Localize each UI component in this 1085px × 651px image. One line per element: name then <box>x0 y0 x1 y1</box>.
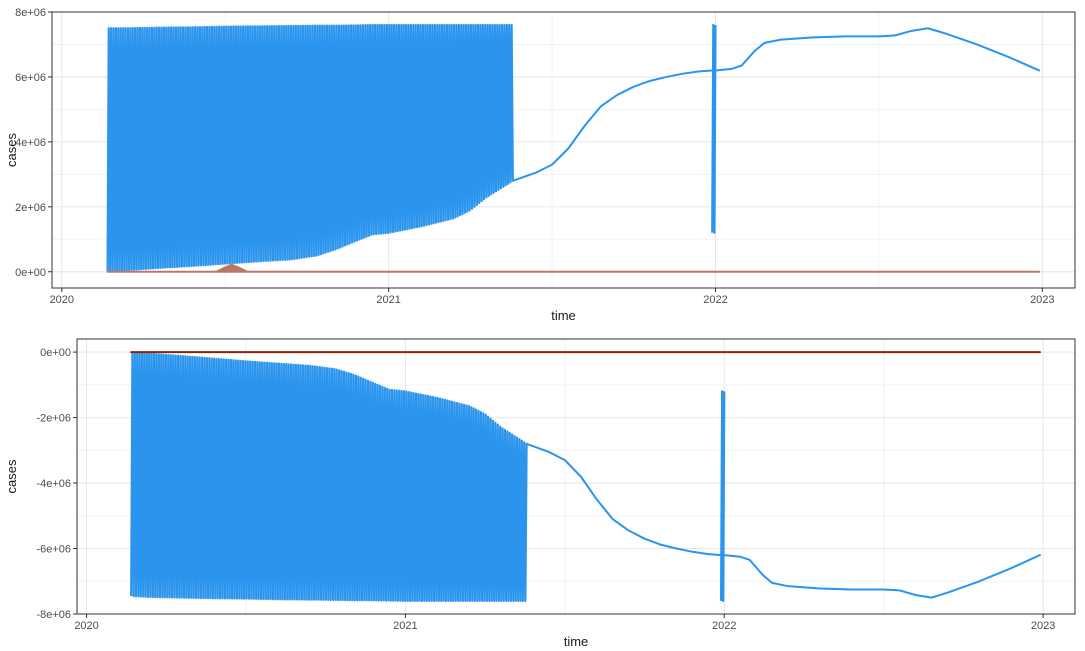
bottom-chart-panel: 2020 2021 2022 2023 0e+00 -2e+06 -4e+06 -6e+06 -… <box>4 338 1076 649</box>
x-axis-title: time <box>564 634 589 649</box>
y-tick-label: -2e+06 <box>36 413 71 425</box>
series-oscillating-band <box>130 351 528 602</box>
series-oscillating-band <box>719 390 726 602</box>
y-tick-label: 2e+06 <box>15 202 46 214</box>
y-tick-label: -8e+06 <box>36 609 71 621</box>
x-tick-label: 2021 <box>393 620 417 632</box>
x-tick-label: 2020 <box>74 620 98 632</box>
x-tick-label: 2020 <box>50 294 74 306</box>
x-tick-label: 2021 <box>376 294 400 306</box>
series-oscillating-band <box>106 23 514 273</box>
series-line <box>714 27 1041 72</box>
x-tick-label: 2022 <box>712 620 736 632</box>
x-axis-title: time <box>551 308 576 323</box>
y-tick-label: -4e+06 <box>36 478 71 490</box>
y-tick-label: 8e+06 <box>15 7 46 19</box>
y-axis-title: cases <box>4 133 19 167</box>
series-line <box>525 442 723 557</box>
x-tick-label: 2022 <box>703 294 727 306</box>
y-tick-label: 6e+06 <box>15 72 46 84</box>
y-tick-label: 4e+06 <box>15 137 46 149</box>
series-oscillating-band <box>711 23 717 234</box>
y-tick-label: 0e+00 <box>15 267 46 279</box>
top-chart-panel: 2020 2021 2022 2023 0e+00 2e+06 4e+06 6e+06 8e+0… <box>4 7 1076 323</box>
series-spike <box>215 263 249 273</box>
y-axis-title: cases <box>4 459 19 493</box>
plot-border <box>51 11 1076 289</box>
x-tick-label: 2023 <box>1031 620 1055 632</box>
y-tick-label: 0e+00 <box>40 347 71 359</box>
plot-border <box>76 338 1076 615</box>
x-tick-label: 2023 <box>1030 294 1054 306</box>
y-tick-label: -6e+06 <box>36 544 71 556</box>
series-line <box>511 69 714 182</box>
series-line <box>723 554 1041 599</box>
